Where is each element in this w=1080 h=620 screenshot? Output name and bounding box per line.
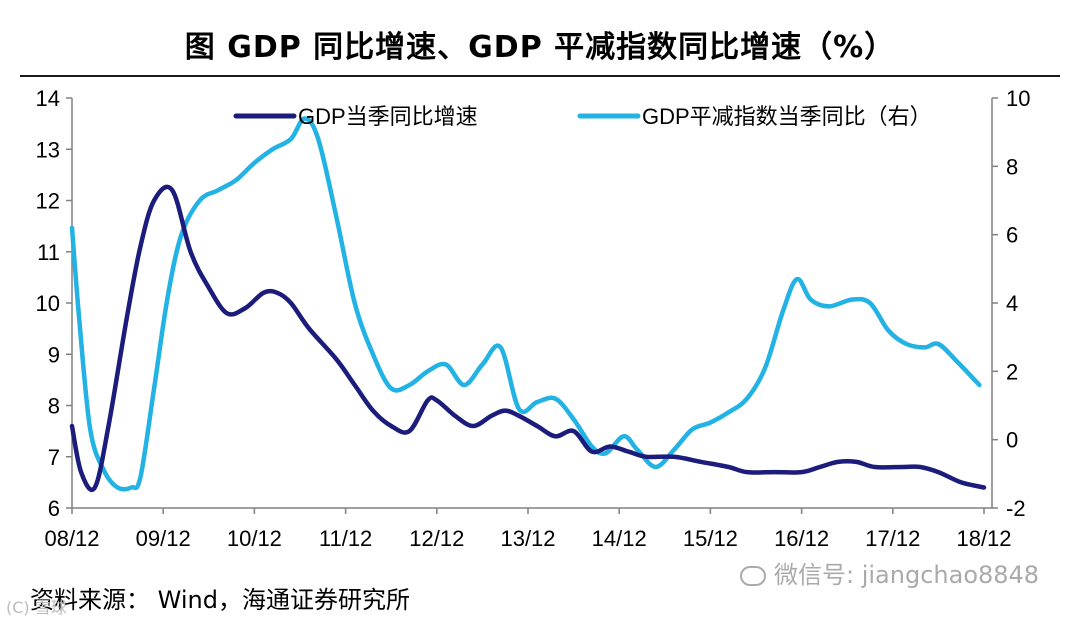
right-tick-label: -2: [1006, 496, 1026, 521]
x-tick-label: 11/12: [319, 526, 372, 551]
legend-label: GDP当季同比增速: [298, 104, 478, 129]
right-tick-label: 4: [1006, 291, 1018, 316]
watermark-text: 微信号: jiangchao8848: [774, 561, 1040, 589]
x-tick-label: 17/12: [865, 526, 920, 551]
x-tick-label: 08/12: [44, 526, 99, 551]
x-tick-label: 12/12: [409, 526, 464, 551]
x-tick-label: 13/12: [500, 526, 555, 551]
watermark: 微信号: jiangchao8848: [740, 555, 1039, 590]
x-tick-label: 10/12: [227, 526, 282, 551]
left-tick-label: 7: [48, 445, 60, 470]
legend: GDP当季同比增速 GDP平减指数当季同比（右）: [233, 104, 932, 129]
right-tick-label: 10: [1006, 86, 1030, 111]
left-tick-label: 14: [36, 86, 60, 111]
series-layer: [69, 116, 987, 493]
right-tick-label: 6: [1006, 223, 1018, 248]
wechat-icon: [740, 566, 766, 586]
x-tick-label: 15/12: [683, 526, 738, 551]
left-tick-label: 11: [37, 240, 60, 265]
x-tick-label: 16/12: [774, 526, 829, 551]
right-tick-label: 0: [1006, 428, 1018, 453]
left-tick-label: 10: [36, 291, 60, 316]
left-tick-label: 8: [48, 394, 60, 419]
left-tick-label: 12: [36, 189, 60, 214]
left-tick-label: 6: [48, 496, 60, 521]
axes-layer: 6 7 8 9 10 11 12 13 14 -2 0 2 4 6 8 10 08/12 09/12 10/12 11…: [36, 86, 1031, 551]
legend-label: GDP平减指数当季同比（右）: [642, 104, 932, 129]
series-line-gdp-growth: [69, 184, 987, 493]
series-line-gdp-deflator: [69, 116, 982, 492]
right-tick-label: 2: [1006, 359, 1018, 384]
chart-title: 图 GDP 同比增速、GDP 平减指数同比增速（%）: [184, 30, 896, 65]
corner-watermark: (C) 雪球: [6, 598, 67, 617]
right-tick-label: 8: [1006, 154, 1018, 179]
x-tick-label: 18/12: [956, 526, 1011, 551]
left-tick-label: 9: [48, 342, 60, 367]
x-tick-label: 09/12: [136, 526, 191, 551]
source-note: 资料来源： Wind，海通证券研究所: [30, 586, 410, 614]
x-tick-label: 14/12: [592, 526, 647, 551]
title-divider: [20, 75, 1060, 77]
left-tick-label: 13: [36, 137, 60, 162]
